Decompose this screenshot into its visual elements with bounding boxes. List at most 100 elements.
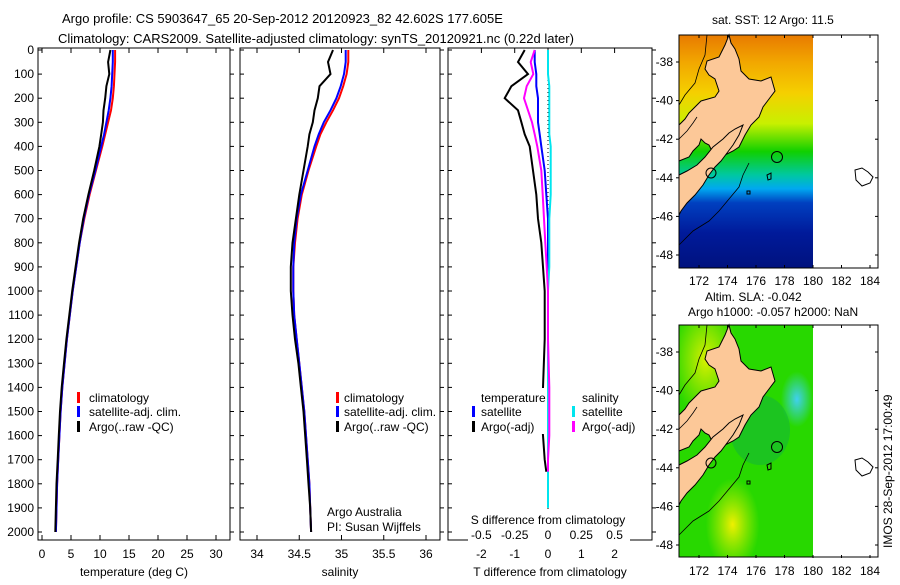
legend-label: Argo(-adj) xyxy=(582,420,635,434)
sst-map-frame xyxy=(678,34,879,269)
y-tick-label: 2000 xyxy=(7,525,34,539)
legend-label: Argo(..raw -QC) xyxy=(344,420,429,434)
map-x-tick-label: 174 xyxy=(717,564,737,578)
legend-label: climatology xyxy=(89,391,149,405)
map-y-tick-label: -48 xyxy=(656,538,674,552)
y-tick-label: 100 xyxy=(14,67,34,81)
legend-title-salinity: salinity xyxy=(582,391,619,405)
annotation-argo-australia: Argo Australia xyxy=(327,505,402,519)
y-tick-label: 900 xyxy=(14,260,34,274)
x-tick-label: 25 xyxy=(180,547,194,561)
y-tick-label: 1700 xyxy=(7,453,34,467)
map-y-tick-label: -44 xyxy=(656,461,674,475)
y-tick-label: 1500 xyxy=(7,405,34,419)
map-x-tick-label: 180 xyxy=(803,564,823,578)
legend-swatch-argo xyxy=(77,421,80,432)
s-tick-label: 0 xyxy=(545,528,552,542)
legend-label: climatology xyxy=(344,391,404,405)
s-axis-label: S difference from climatology xyxy=(471,513,626,527)
sla-map-frame xyxy=(678,324,879,558)
sla-map-title-line2: Argo h1000: -0.057 h2000: NaN xyxy=(688,305,858,319)
legend-background xyxy=(474,388,544,434)
legend-background xyxy=(573,388,643,434)
series-line-satellite-adj-clim- xyxy=(54,50,114,533)
map-y-tick-label: -38 xyxy=(656,345,674,359)
y-tick-label: 1800 xyxy=(7,477,34,491)
map-x-tick-label: 180 xyxy=(803,274,823,288)
series-line-s-satellite xyxy=(547,50,552,472)
legend-label: Argo(-adj) xyxy=(481,420,534,434)
map-y-tick-label: -48 xyxy=(656,248,674,262)
x-tick-label: 2 xyxy=(611,547,618,561)
y-tick-label: 600 xyxy=(14,188,34,202)
map-x-tick-label: 172 xyxy=(689,274,709,288)
legend-label: satellite-adj. clim. xyxy=(89,405,181,419)
figure-title-line1: Argo profile: CS 5903647_65 20-Sep-2012 … xyxy=(62,11,503,26)
map-x-tick-label: 182 xyxy=(831,564,851,578)
y-tick-label: 1200 xyxy=(7,332,34,346)
y-tick-label: 1400 xyxy=(7,380,34,394)
s-tick-label: -0.5 xyxy=(471,528,492,542)
x-tick-label: 36 xyxy=(419,547,433,561)
legend-label: satellite xyxy=(481,405,522,419)
x-tick-label: 0 xyxy=(39,547,46,561)
y-tick-label: 200 xyxy=(14,91,34,105)
temperature-legend: climatology satellite-adj. clim. Argo(..… xyxy=(77,391,181,434)
x-tick-label: 35 xyxy=(335,547,349,561)
x-tick-label: 34.5 xyxy=(288,547,312,561)
s-tick-label: -0.25 xyxy=(501,528,529,542)
x-axis-label: salinity xyxy=(322,565,359,579)
chatham-islands xyxy=(854,167,874,187)
x-tick-label: 35.5 xyxy=(372,547,396,561)
legend-swatch-t-satellite xyxy=(472,406,475,417)
x-tick-label: 15 xyxy=(122,547,136,561)
x-tick-label: 20 xyxy=(151,547,165,561)
map-y-tick-label: -40 xyxy=(656,384,674,398)
x-axis-label: T difference from climatology xyxy=(473,565,627,579)
map-y-tick-label: -42 xyxy=(656,422,674,436)
map-x-tick-label: 184 xyxy=(860,564,880,578)
y-tick-label: 300 xyxy=(14,115,34,129)
x-tick-label: 10 xyxy=(93,547,107,561)
series-line-s-argo-adj- xyxy=(522,49,551,472)
s-tick-label: 0.5 xyxy=(606,528,623,542)
annotation-pi: PI: Susan Wijffels xyxy=(327,520,421,534)
legend-label: Argo(..raw -QC) xyxy=(89,420,174,434)
legend-label: satellite xyxy=(582,405,623,419)
s-axis-background xyxy=(468,510,630,542)
y-tick-label: 800 xyxy=(14,236,34,250)
series-line-argo-raw-qc- xyxy=(54,49,112,533)
map-y-tick-label: -38 xyxy=(656,55,674,69)
y-tick-label: 700 xyxy=(14,212,34,226)
map-x-tick-label: 182 xyxy=(831,274,851,288)
map-y-tick-label: -40 xyxy=(656,94,674,108)
temperature-panel: 0100200300400500600700800900100011001200… xyxy=(7,43,234,579)
x-tick-label: 30 xyxy=(209,547,223,561)
x-tick-label: -1 xyxy=(509,547,520,561)
x-tick-label: -2 xyxy=(476,547,487,561)
map-x-tick-label: 184 xyxy=(860,274,880,288)
map-y-tick-label: -46 xyxy=(656,499,674,513)
legend-swatch-s-satellite xyxy=(572,406,575,417)
chatham-islands xyxy=(854,457,874,477)
y-tick-label: 400 xyxy=(14,139,34,153)
y-tick-label: 0 xyxy=(27,43,34,57)
salinity-legend: climatology satellite-adj. clim. Argo(..… xyxy=(327,391,436,534)
sst-map: sat. SST: 12 Argo: 11.5 172 174 176 178 180 1… xyxy=(656,13,881,288)
y-tick-label: 1100 xyxy=(8,308,34,322)
map-y-tick-label: -44 xyxy=(656,171,674,185)
difference-legend: temperature satellite Argo(-adj) salinit… xyxy=(472,388,643,434)
x-tick-label: 5 xyxy=(68,547,75,561)
legend-swatch-climatology xyxy=(77,392,80,403)
x-tick-label: 34 xyxy=(250,547,264,561)
sla-map: Altim. SLA: -0.042 Argo h1000: -0.057 h2… xyxy=(656,290,881,578)
y-tick-label: 1900 xyxy=(7,501,34,515)
y-tick-label: 1300 xyxy=(7,356,34,370)
legend-swatch-argo xyxy=(336,421,339,432)
y-tick-label: 1000 xyxy=(7,284,34,298)
sla-map-title-line1: Altim. SLA: -0.042 xyxy=(705,290,802,304)
y-tick-label: 500 xyxy=(14,164,34,178)
y-tick-label: 1600 xyxy=(7,429,34,443)
salinity-panel: 34 34.5 35 35.5 36 salinity xyxy=(239,47,444,579)
